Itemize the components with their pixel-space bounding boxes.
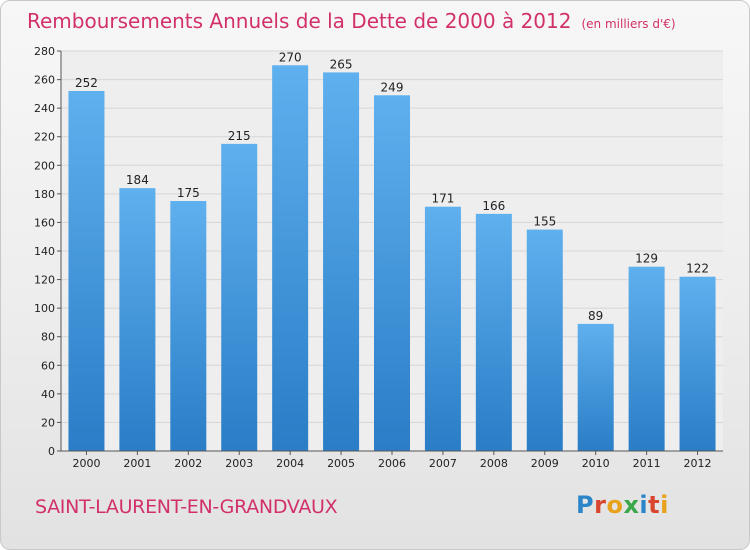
y-tick-label: 240	[34, 102, 55, 115]
x-tick-label: 2009	[531, 457, 559, 470]
y-tick-label: 160	[34, 216, 55, 229]
value-label: 215	[228, 129, 251, 143]
logo-letter: i	[639, 491, 649, 519]
bar-2010[interactable]	[577, 323, 614, 451]
bar-2005[interactable]	[323, 72, 360, 451]
y-tick-label: 120	[34, 274, 55, 287]
y-tick-label: 20	[41, 416, 55, 429]
value-label: 166	[482, 199, 505, 213]
logo-letter: t	[648, 491, 661, 519]
bar-2006[interactable]	[374, 95, 410, 452]
value-label: 184	[126, 173, 149, 187]
bar-2004[interactable]	[272, 65, 309, 452]
value-label: 249	[381, 80, 404, 94]
y-tick-label: 100	[34, 302, 55, 315]
x-tick-label: 2003	[225, 457, 253, 470]
x-tick-label: 2010	[582, 457, 610, 470]
x-tick-label: 2011	[633, 457, 661, 470]
logo-letter: P	[576, 491, 595, 519]
x-tick-label: 2006	[378, 457, 406, 470]
x-tick-label: 2000	[72, 457, 100, 470]
x-tick-label: 2005	[327, 457, 355, 470]
bar-2003[interactable]	[221, 143, 258, 451]
chart-subtitle: (en milliers d'€)	[581, 17, 676, 31]
x-tick-label: 2004	[276, 457, 304, 470]
logo-letter: x	[623, 491, 640, 519]
y-axis: 0 20 40 60 80 100 120 140 160 180 200 220 240 260 280	[34, 45, 62, 458]
y-tick-label: 80	[41, 331, 55, 344]
value-label: 155	[533, 215, 556, 229]
y-tick-label: 40	[41, 388, 55, 401]
city-name: SAINT-LAURENT-EN-GRANDVAUX	[35, 496, 338, 518]
y-tick-label: 280	[34, 45, 55, 58]
bar-2000[interactable]	[68, 91, 105, 451]
bar-2009[interactable]	[526, 229, 563, 451]
logo-letter: i	[660, 491, 669, 519]
chart-title: Remboursements Annuels de la Dette de 20…	[27, 9, 676, 33]
y-tick-label: 220	[34, 131, 55, 144]
value-label: 265	[330, 57, 353, 71]
value-label: 171	[431, 192, 454, 206]
value-label: 175	[177, 186, 200, 200]
y-tick-label: 180	[34, 188, 55, 201]
bar-2012[interactable]	[679, 276, 716, 451]
y-tick-label: 60	[41, 359, 55, 372]
y-tick-label: 200	[34, 159, 55, 172]
bar-2011[interactable]	[628, 266, 665, 451]
x-axis: 2000 2001 2002 2003 2004 2005 2006 2007 2008 2009…	[61, 450, 723, 470]
x-tick-label: 2012	[684, 457, 712, 470]
value-labels: 252 184 175 215 270 265 249 171 166 155 89 129 122	[75, 50, 709, 323]
value-label: 129	[635, 252, 658, 266]
bar-2001[interactable]	[119, 188, 156, 451]
y-tick-label: 140	[34, 245, 55, 258]
value-label: 89	[588, 309, 603, 323]
value-label: 270	[279, 50, 302, 64]
value-label: 122	[686, 262, 709, 276]
logo-letter: o	[606, 491, 624, 519]
y-tick-label: 0	[48, 445, 55, 458]
y-tick-label: 260	[34, 74, 55, 87]
chart-title-text: Remboursements Annuels de la Dette de 20…	[27, 9, 572, 33]
proxiti-logo[interactable]: Proxiti	[576, 491, 669, 519]
logo-letter: r	[594, 491, 607, 519]
x-tick-label: 2008	[480, 457, 508, 470]
bar-2007[interactable]	[424, 206, 461, 451]
x-tick-label: 2001	[123, 457, 151, 470]
value-label: 252	[75, 76, 98, 90]
bars	[68, 65, 716, 452]
bar-2002[interactable]	[170, 201, 207, 451]
x-tick-label: 2007	[429, 457, 457, 470]
x-tick-label: 2002	[174, 457, 202, 470]
bar-2008[interactable]	[475, 213, 512, 451]
